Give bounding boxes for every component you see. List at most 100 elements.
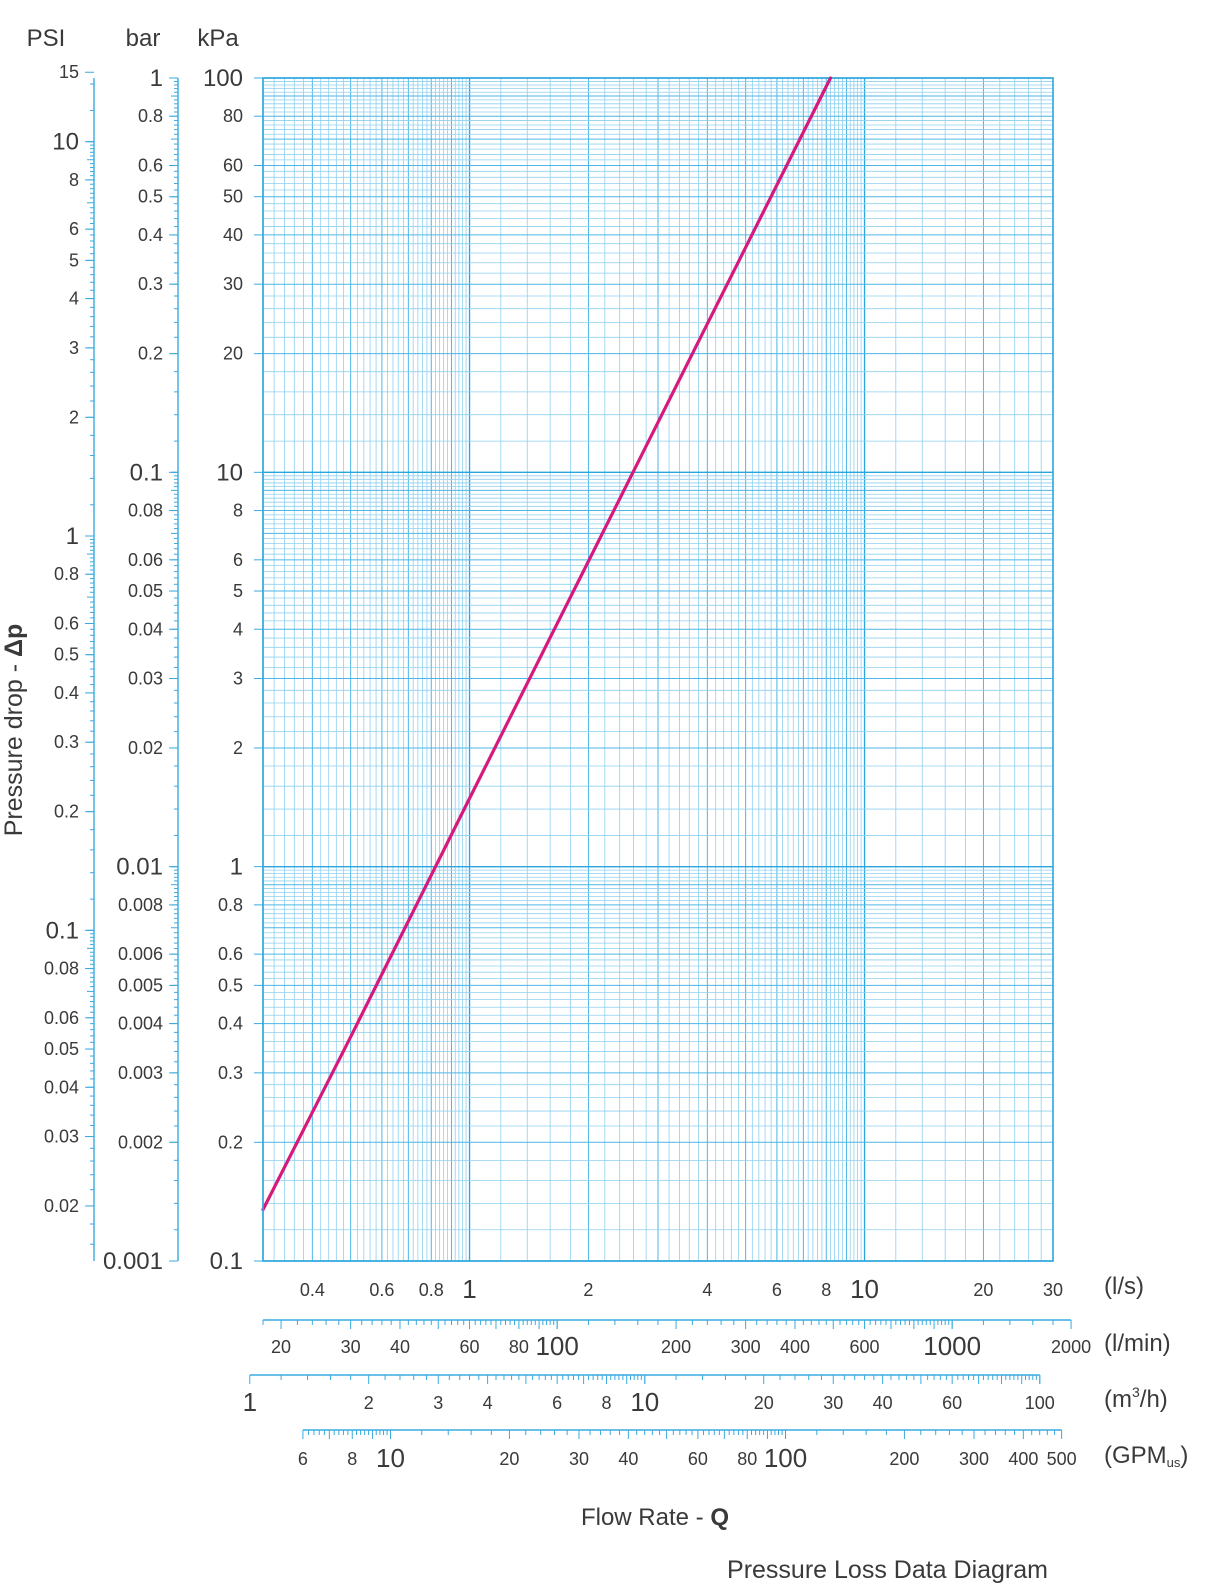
y-tick-label: 6	[69, 219, 79, 239]
x-tick-label: 2000	[1051, 1337, 1091, 1357]
y-tick-label: 0.05	[128, 581, 163, 601]
x-tick-label: 500	[1047, 1449, 1077, 1469]
y-tick-label: 0.08	[128, 501, 163, 521]
y-tick-label: 0.3	[218, 1063, 243, 1083]
chart-title: Pressure Loss Data Diagram	[727, 1556, 1048, 1584]
y-tick-label: 0.05	[44, 1039, 79, 1059]
y-tick-label: 40	[223, 225, 243, 245]
x-tick-label: 40	[618, 1449, 638, 1469]
y-tick-label: 0.008	[118, 895, 163, 915]
x-tick-label: 60	[688, 1449, 708, 1469]
x-tick-label: 0.4	[300, 1280, 325, 1300]
y-tick-label: 0.6	[54, 613, 79, 633]
x-tick-label: 400	[780, 1337, 810, 1357]
y-tick-label: 0.5	[54, 645, 79, 665]
y-tick-label: 0.02	[128, 738, 163, 758]
x-tick-label: 20	[271, 1337, 291, 1357]
x-axis-title: Flow Rate - Q	[581, 1504, 729, 1531]
flow-axes: 0.4 0.6 0.8 1 2 4 6 8 10 20 30 (l/s)20 30 40 60 80 100 20…	[243, 1273, 1189, 1473]
y-tick-label: 0.2	[54, 802, 79, 822]
y-tick-label: 80	[223, 106, 243, 126]
x-tick-label: 600	[850, 1337, 880, 1357]
x-tick-label: 30	[823, 1393, 843, 1413]
grid	[262, 77, 1054, 1262]
y-tick-label: 5	[69, 250, 79, 270]
y-tick-label: 2	[69, 407, 79, 427]
y-tick-label: 4	[233, 619, 243, 639]
x-tick-label: 80	[737, 1449, 757, 1469]
y-tick-label: 0.003	[118, 1063, 163, 1083]
x-tick-label: 200	[889, 1449, 919, 1469]
y-tick-label: 0.3	[54, 732, 79, 752]
y-tick-label: 10	[52, 129, 79, 156]
y-tick-label: 50	[223, 187, 243, 207]
x-tick-label: 0.6	[369, 1280, 394, 1300]
y-tick-label: 100	[203, 65, 243, 92]
x-tick-label: 6	[552, 1393, 562, 1413]
y-tick-label: 3	[233, 669, 243, 689]
x-tick-label: 30	[569, 1449, 589, 1469]
y-tick-label: 0.8	[138, 106, 163, 126]
x-tick-label: 2	[364, 1393, 374, 1413]
y-tick-label: 0.06	[128, 550, 163, 570]
y-tick-label: 30	[223, 274, 243, 294]
y-tick-label: 3	[69, 338, 79, 358]
x-axis-0: 0.4 0.6 0.8 1 2 4 6 8 10 20 30 (l/s)	[300, 1273, 1144, 1304]
y-axis-unit: PSI	[27, 25, 66, 52]
x-tick-label: 40	[873, 1393, 893, 1413]
y-tick-label: 4	[69, 289, 79, 309]
x-tick-label: 8	[602, 1393, 612, 1413]
x-tick-label: 2	[583, 1280, 593, 1300]
x-tick-label: 30	[341, 1337, 361, 1357]
y-axis-unit: kPa	[197, 25, 239, 52]
y-tick-label: 0.1	[210, 1248, 243, 1275]
y-tick-label: 0.004	[118, 1014, 163, 1034]
x-tick-label: 6	[298, 1449, 308, 1469]
x-tick-label: 300	[959, 1449, 989, 1469]
y-tick-label: 0.03	[44, 1127, 79, 1147]
x-tick-label: 100	[1025, 1393, 1055, 1413]
x-tick-label: 8	[347, 1449, 357, 1469]
series-layer	[261, 76, 833, 1212]
y-axis-psi: 15 10 8 6 5 4 3 2 1 0.8 0.6 0.5 0.4 0.3 0.2 0.1 0.08 0.06…	[27, 25, 95, 1261]
y-tick-label: 0.04	[128, 619, 163, 639]
y-tick-label: 0.4	[138, 225, 163, 245]
y-tick-label: 0.6	[138, 155, 163, 175]
x-tick-label: 100	[764, 1443, 807, 1473]
x-axis-3: 6 8 10 20 30 40 60 80 100 200 300 400 500 (GPMus)	[298, 1429, 1188, 1473]
y-tick-label: 0.8	[218, 895, 243, 915]
x-tick-label: 60	[942, 1393, 962, 1413]
y-tick-label: 0.6	[218, 944, 243, 964]
x-tick-label: 4	[483, 1393, 493, 1413]
x-tick-label: 30	[1043, 1280, 1063, 1300]
x-tick-label: 10	[376, 1443, 405, 1473]
y-tick-label: 5	[233, 581, 243, 601]
x-axis-unit: (m3/h)	[1104, 1384, 1168, 1413]
y-axis-kpa: 100 80 60 50 40 30 20 10 8 6 5 4 3 2 1 0.8 0.6 0.5 0.4 0.3 0…	[197, 25, 264, 1275]
y-tick-label: 15	[59, 62, 79, 82]
x-tick-label: 20	[754, 1393, 774, 1413]
x-tick-label: 400	[1008, 1449, 1038, 1469]
y-tick-label: 1	[150, 65, 163, 92]
y-tick-label: 10	[216, 459, 243, 486]
y-tick-label: 0.08	[44, 959, 79, 979]
y-tick-label: 0.002	[118, 1132, 163, 1152]
x-tick-label: 300	[731, 1337, 761, 1357]
y-tick-label: 0.2	[218, 1132, 243, 1152]
y-tick-label: 60	[223, 155, 243, 175]
y-tick-label: 0.8	[54, 564, 79, 584]
y-tick-label: 0.1	[130, 459, 163, 486]
series-line-0	[261, 76, 833, 1212]
y-tick-label: 0.02	[44, 1196, 79, 1216]
x-tick-label: 20	[973, 1280, 993, 1300]
y-tick-label: 0.4	[54, 683, 79, 703]
y-axis-bar: 1 0.8 0.6 0.5 0.4 0.3 0.2 0.1 0.08 0.06 0.05 0.04 0.…	[103, 25, 179, 1275]
x-tick-label: 80	[509, 1337, 529, 1357]
y-tick-label: 1	[66, 523, 79, 550]
x-tick-label: 40	[390, 1337, 410, 1357]
y-tick-label: 2	[233, 738, 243, 758]
x-tick-label: 100	[535, 1331, 578, 1361]
x-tick-label: 1	[243, 1387, 257, 1417]
x-axis-2: 1 2 3 4 6 8 10 20 30 40 60 100 (m3/h)	[243, 1374, 1168, 1417]
